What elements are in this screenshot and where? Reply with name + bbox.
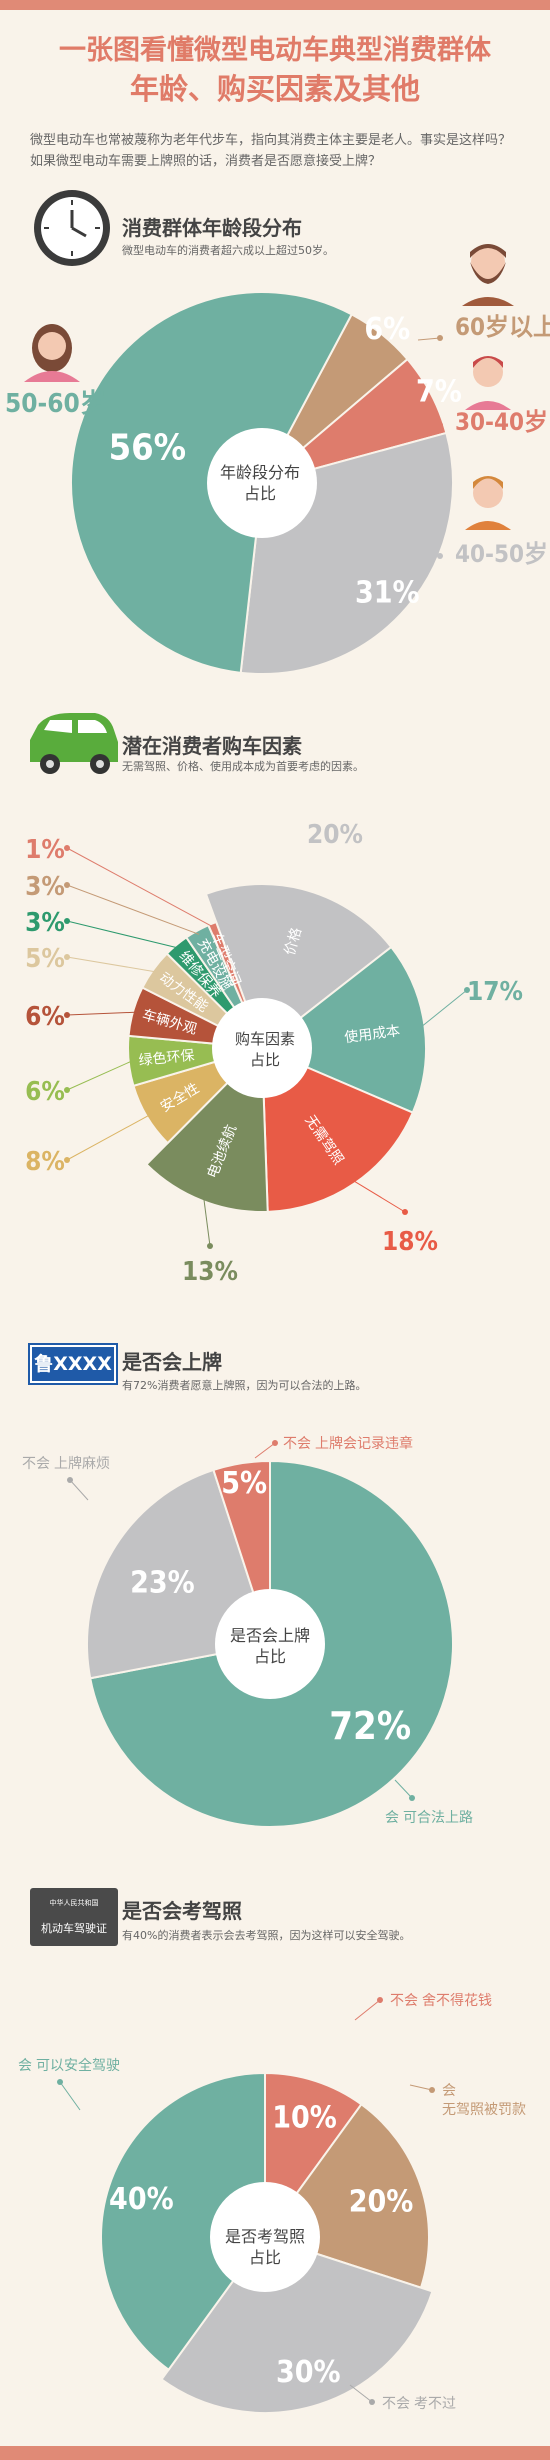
factor-center-hole: [212, 998, 312, 1098]
plate-value-label-1: 23%: [130, 1565, 195, 1600]
plate-section-subtitle: 有72%消费者愿意上牌照，因为可以合法的上路。: [122, 1379, 367, 1392]
plate-center-label: 是否会上牌 占比: [215, 1625, 325, 1667]
age-center-label: 年龄段分布 占比: [205, 462, 315, 504]
license-center-hole: [210, 2182, 320, 2292]
plate-label-yes-legal: 会 可合法上路: [385, 1810, 473, 1826]
license-value-label-1: 20%: [349, 2184, 414, 2219]
factor-category-label-5: 绿色环保: [138, 1047, 195, 1069]
factor-value-label-9: 3%: [25, 872, 65, 902]
plate-center-label-2: 占比: [253, 1647, 286, 1666]
factor-value-label-2: 18%: [382, 1227, 438, 1257]
age-center-label-1: 年龄段分布: [219, 463, 300, 482]
plate-center-label-1: 是否会上牌: [229, 1626, 310, 1645]
factor-value-label-7: 5%: [25, 944, 65, 974]
age-value-label-0: 56%: [109, 428, 187, 469]
age-center-hole: [207, 428, 317, 538]
man-avatar-icon: [465, 476, 511, 530]
age-label-30-40: 30-40岁: [455, 408, 548, 436]
factor-section-title: 潜在消费者购车因素: [122, 734, 302, 758]
factor-section-subtitle: 无需驾照、价格、使用成本成为首要考虑的因素。: [122, 760, 364, 773]
plate-pie-chart: 72% 23% 5%: [86, 1459, 454, 1828]
license-pie-chart: 10% 20% 30% 40%: [100, 2071, 434, 2414]
bottom-bar: [0, 2446, 550, 2460]
license-slice-3: [100, 2071, 266, 2372]
license-value-label-0: 10%: [272, 2100, 337, 2135]
factor-value-label-1: 17%: [467, 977, 523, 1007]
age-center-label-2: 占比: [243, 484, 276, 503]
factor-center-label-1: 购车因素: [234, 1030, 295, 1048]
plate-value-label-2: 5%: [221, 1466, 267, 1501]
age-label-50-60: 50-60岁: [5, 388, 106, 419]
factor-value-label-3: 13%: [182, 1257, 238, 1287]
plate-center-hole: [215, 1589, 325, 1699]
factor-center-label-2: 占比: [249, 1051, 280, 1069]
license-slice-2: [160, 2235, 434, 2414]
factor-value-label-4: 8%: [25, 1147, 65, 1177]
factor-value-label-5: 6%: [25, 1077, 65, 1107]
car-icon: [30, 713, 118, 774]
intro-text: 微型电动车也常被蔑称为老年代步车，指向其消费主体主要是老人。事实是这样吗？如果微…: [30, 133, 512, 169]
plate-label-no-trouble: 不会 上牌麻烦: [22, 1455, 110, 1472]
plate-section-title: 是否会上牌: [122, 1350, 222, 1374]
license-label-no-fail: 不会 考不过: [382, 2396, 456, 2412]
factor-pie-chart: 价格使用成本无需驾照电池续航安全性绿色环保车辆外观动力性能维修保养充电设施车型空…: [25, 820, 523, 1287]
license-center-label-2: 占比: [248, 2248, 281, 2267]
page-subtitle: 年龄、购买因素及其他: [129, 72, 420, 106]
license-plate-icon: 鲁XXXX: [28, 1343, 118, 1385]
license-center-label-1: 是否考驾照: [224, 2227, 305, 2246]
age-value-label-1: 6%: [364, 312, 410, 347]
age-value-label-3: 31%: [355, 575, 420, 610]
factor-value-label-10: 1%: [25, 835, 65, 865]
license-card-line1: 中华人民共和国: [49, 1899, 99, 1907]
top-bar: [0, 0, 550, 10]
young-man-avatar-icon: [465, 356, 511, 410]
plate-label-no-violation: 不会 上牌会记录违章: [283, 1435, 413, 1452]
license-value-label-3: 40%: [109, 2182, 174, 2217]
factor-value-label-0: 20%: [307, 820, 363, 850]
age-pie-chart: 6%7% 31% 56%: [70, 291, 462, 675]
license-section-title: 是否会考驾照: [122, 1899, 242, 1923]
page-title: 一张图看懂微型电动车典型消费群体: [59, 35, 491, 66]
age-label-60-plus: 60岁以上: [455, 313, 550, 341]
driver-license-icon: 中华人民共和国 机动车驾驶证: [30, 1888, 118, 1946]
man-beard-avatar-icon: [462, 244, 514, 306]
plate-value-label-0: 72%: [329, 1704, 411, 1748]
factor-slice-1: [260, 945, 427, 1114]
license-label-yes-fine-b: 无驾照被罚款: [442, 2102, 526, 2118]
license-section-subtitle: 有40%的消费者表示会去考驾照，因为这样可以安全驾驶。: [122, 1929, 411, 1942]
license-value-label-2: 30%: [276, 2355, 341, 2390]
clock-icon: [34, 190, 110, 266]
license-center-label: 是否考驾照 占比: [210, 2226, 320, 2268]
factor-slice-2: [260, 1046, 415, 1213]
age-value-label-2: 7%: [416, 375, 462, 410]
age-section-title: 消费群体年龄段分布: [122, 216, 302, 240]
factor-value-label-8: 3%: [25, 908, 65, 938]
age-section-subtitle: 微型电动车的消费者超六成以上超过50岁。: [122, 244, 334, 257]
factor-center-label: 购车因素 占比: [215, 1029, 315, 1071]
license-label-yes-fine-a: 会: [442, 2083, 456, 2099]
age-label-40-50: 40-50岁: [455, 540, 548, 568]
license-label-yes-safe: 会 可以安全驾驶: [18, 2057, 120, 2074]
license-label-no-money: 不会 舍不得花钱: [390, 1992, 492, 2009]
factor-category-label-0: 价格: [282, 926, 305, 957]
factor-value-label-6: 6%: [25, 1002, 65, 1032]
license-card-line2: 机动车驾驶证: [41, 1922, 107, 1935]
woman-avatar-icon: [24, 324, 80, 382]
